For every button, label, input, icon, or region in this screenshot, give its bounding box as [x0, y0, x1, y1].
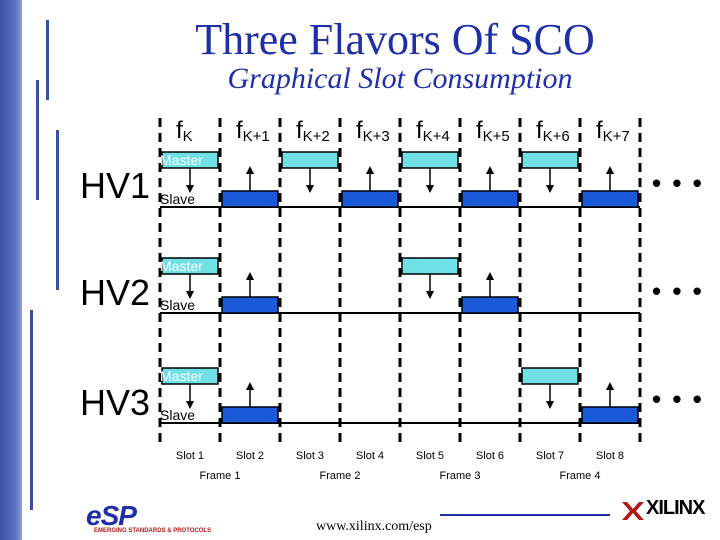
- sidebar-line: [46, 20, 49, 100]
- esp-logo-subtitle: EMERGING STANDARDS & PROTOCOLS: [94, 528, 212, 534]
- freq-label: fK+3: [356, 117, 390, 145]
- slot-label: Slot 2: [236, 450, 264, 462]
- sidebar-line: [36, 80, 39, 200]
- slave-label: Slave: [160, 297, 195, 313]
- slot-label: Slot 5: [416, 450, 444, 462]
- slot-label: Slot 1: [176, 450, 204, 462]
- freq-label: fK+4: [416, 117, 450, 145]
- sidebar-decoration: [0, 0, 22, 540]
- continuation-dots: • • •: [652, 384, 704, 414]
- xilinx-mark-icon: [622, 502, 644, 520]
- slave-slot-box: [581, 406, 639, 424]
- continuation-dots: • • •: [652, 168, 704, 198]
- freq-label: fK+6: [536, 117, 570, 145]
- slave-slot-box: [221, 190, 279, 208]
- frame-label: Frame 4: [560, 470, 601, 482]
- slave-slot-box: [581, 190, 639, 208]
- freq-label: fK+5: [476, 117, 510, 145]
- freq-label: fK+7: [596, 117, 630, 145]
- footer-rule: [440, 514, 610, 516]
- footer-url: www.xilinx.com/esp: [316, 519, 432, 534]
- sidebar-line: [30, 310, 33, 510]
- master-label: Master: [160, 152, 203, 168]
- frame-label: Frame 1: [200, 470, 241, 482]
- slot-label: Slot 7: [536, 450, 564, 462]
- master-slot-box: [521, 151, 579, 169]
- continuation-dots: • • •: [652, 276, 704, 306]
- page-subtitle: Graphical Slot Consumption: [227, 62, 573, 95]
- freq-label: fK: [176, 117, 193, 145]
- frame-label: Frame 2: [320, 470, 361, 482]
- slot-label: Slot 4: [356, 450, 384, 462]
- slot-label: Slot 8: [596, 450, 624, 462]
- slave-slot-box: [341, 190, 399, 208]
- esp-logo-text: eSP: [86, 500, 137, 531]
- freq-label: fK+1: [236, 117, 270, 145]
- row-label-hv3: HV3: [80, 382, 151, 423]
- master-slot-box: [521, 367, 579, 385]
- slot-label: Slot 6: [476, 450, 504, 462]
- slave-slot-box: [221, 406, 279, 424]
- frame-label: Frame 3: [440, 470, 481, 482]
- master-label: Master: [160, 368, 203, 384]
- row-label-hv2: HV2: [80, 272, 151, 313]
- slave-label: Slave: [160, 407, 195, 423]
- master-slot-box: [401, 151, 459, 169]
- xilinx-logo-text: XILINX: [646, 497, 705, 519]
- row-label-hv1: HV1: [80, 165, 151, 206]
- esp-logo: eSP EMERGING STANDARDS & PROTOCOLS: [72, 500, 211, 540]
- slave-slot-box: [461, 190, 519, 208]
- slave-label: Slave: [160, 191, 195, 207]
- master-slot-box: [281, 151, 339, 169]
- master-label: Master: [160, 258, 203, 274]
- slot-label: Slot 3: [296, 450, 324, 462]
- page-title: Three Flavors Of SCO: [195, 15, 595, 64]
- master-slot-box: [401, 257, 459, 275]
- sidebar-line: [56, 130, 59, 290]
- slave-slot-box: [221, 296, 279, 314]
- slave-slot-box: [461, 296, 519, 314]
- freq-label: fK+2: [296, 117, 330, 145]
